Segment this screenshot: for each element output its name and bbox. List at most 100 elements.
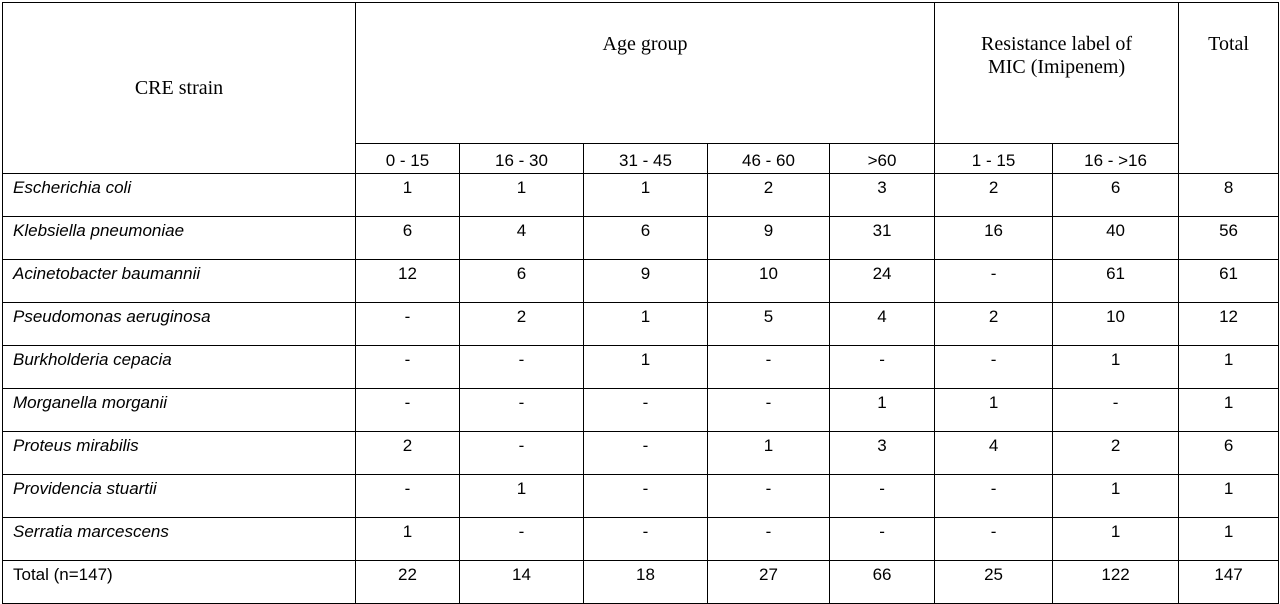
value-cell: 1: [1052, 517, 1180, 561]
value-cell: 3: [828, 431, 936, 475]
value-cell: -: [828, 517, 936, 561]
table-row: Total (n=147) 22 14 18 27 66 25 122 147: [2, 560, 1280, 604]
value-cell: -: [355, 345, 460, 389]
value-cell: 1: [459, 173, 584, 217]
value-cell: 2: [707, 173, 830, 217]
value-cell: 24: [828, 259, 936, 303]
value-cell: -: [459, 388, 584, 432]
value-cell: 14: [459, 560, 584, 604]
header-cell: Age group: [354, 2, 936, 144]
header-text: Resistance label of: [981, 33, 1133, 55]
value-cell: 1: [828, 388, 936, 432]
value-cell: 1: [583, 173, 708, 217]
value-cell: 1: [459, 474, 584, 518]
value-cell: 56: [1178, 216, 1280, 260]
value-cell: -: [1052, 388, 1180, 432]
value-cell: -: [934, 474, 1054, 518]
value-cell: 2: [934, 302, 1054, 346]
table-row: Providencia stuartii -1- - - -1 1: [2, 474, 1280, 518]
value-cell: 1: [355, 173, 460, 217]
value-cell: -: [707, 388, 830, 432]
value-cell: 9: [583, 259, 708, 303]
value-cell: -: [583, 474, 708, 518]
value-cell: -: [355, 388, 460, 432]
value-cell: 2: [1052, 431, 1180, 475]
value-cell: 3: [828, 173, 936, 217]
value-cell: 122: [1052, 560, 1180, 604]
strain-cell: Serratia marcescens: [2, 517, 356, 561]
strain-cell: Acinetobacter baumannii: [2, 259, 356, 303]
value-cell: 1: [1052, 345, 1180, 389]
header-text: Total: [1208, 33, 1249, 55]
value-cell: 2: [355, 431, 460, 475]
value-cell: 1: [707, 431, 830, 475]
value-cell: 6: [355, 216, 460, 260]
header-cell: Resistance label of MIC (Imipenem): [934, 2, 1180, 144]
table-row: Morganella morganii - - - -1 1-1: [2, 388, 1280, 432]
subheader-cell: 0 - 15: [355, 143, 460, 174]
value-cell: 1: [583, 345, 708, 389]
value-cell: 9: [707, 216, 830, 260]
subheader-row: 0 - 15 16 - 30 31 - 45 46 - 60 >60 1 - 15 16 -…: [3, 143, 1279, 174]
value-cell: -: [355, 302, 460, 346]
table-row: Escherichia coli 1 1 1 2 3 2 6 8: [2, 173, 1280, 217]
value-cell: -: [707, 517, 830, 561]
subheader-cell: 46 - 60: [707, 143, 830, 174]
subheader-cell: 1 - 15: [934, 143, 1054, 174]
subheader-cell: 16 - >16: [1052, 143, 1180, 174]
strain-cell: Total (n=147): [2, 560, 356, 604]
value-cell: 6: [583, 216, 708, 260]
value-cell: -: [934, 259, 1054, 303]
value-cell: 22: [355, 560, 460, 604]
strain-cell: Providencia stuartii: [2, 474, 356, 518]
table-row: Klebsiella pneumoniae 6 4 6 9 31 16 40 56: [2, 216, 1280, 260]
header-cell: CRE strain: [2, 2, 356, 174]
header-text: MIC (Imipenem): [987, 56, 1126, 78]
table-row: Burkholderia cepacia - -1- - -1 1: [2, 345, 1280, 389]
value-cell: 1: [1178, 474, 1280, 518]
value-cell: 12: [355, 259, 460, 303]
value-cell: 1: [1052, 474, 1180, 518]
value-cell: -: [934, 345, 1054, 389]
value-cell: 2: [459, 302, 584, 346]
value-cell: -: [707, 345, 830, 389]
header-text: Age group: [602, 33, 688, 55]
value-cell: -: [707, 474, 830, 518]
value-cell: 61: [1178, 259, 1280, 303]
value-cell: -: [583, 431, 708, 475]
value-cell: -: [828, 474, 936, 518]
strain-cell: Escherichia coli: [2, 173, 356, 217]
value-cell: 31: [828, 216, 936, 260]
strain-cell: Pseudomonas aeruginosa: [2, 302, 356, 346]
value-cell: 6: [1052, 173, 1180, 217]
value-cell: 66: [828, 560, 936, 604]
value-cell: 10: [1052, 302, 1180, 346]
subheader-cell: 16 - 30: [459, 143, 584, 174]
header-cell: Total: [1178, 2, 1280, 174]
table-row: Serratia marcescens 1- - - - -1 1: [2, 517, 1280, 561]
value-cell: 18: [583, 560, 708, 604]
value-cell: 6: [459, 259, 584, 303]
value-cell: 1: [1178, 345, 1280, 389]
value-cell: -: [459, 517, 584, 561]
value-cell: 4: [459, 216, 584, 260]
value-cell: 40: [1052, 216, 1180, 260]
value-cell: -: [459, 345, 584, 389]
value-cell: 12: [1178, 302, 1280, 346]
header-row: CRE strain Age group Resistance label of…: [2, 2, 1280, 174]
value-cell: 5: [707, 302, 830, 346]
value-cell: 27: [707, 560, 830, 604]
strain-cell: Morganella morganii: [2, 388, 356, 432]
strain-cell: Burkholderia cepacia: [2, 345, 356, 389]
value-cell: -: [583, 517, 708, 561]
subheader-cell: >60: [828, 143, 936, 174]
value-cell: 1: [355, 517, 460, 561]
value-cell: 1: [583, 302, 708, 346]
value-cell: 4: [828, 302, 936, 346]
strain-cell: Klebsiella pneumoniae: [2, 216, 356, 260]
strain-cell: Proteus mirabilis: [2, 431, 356, 475]
value-cell: -: [583, 388, 708, 432]
